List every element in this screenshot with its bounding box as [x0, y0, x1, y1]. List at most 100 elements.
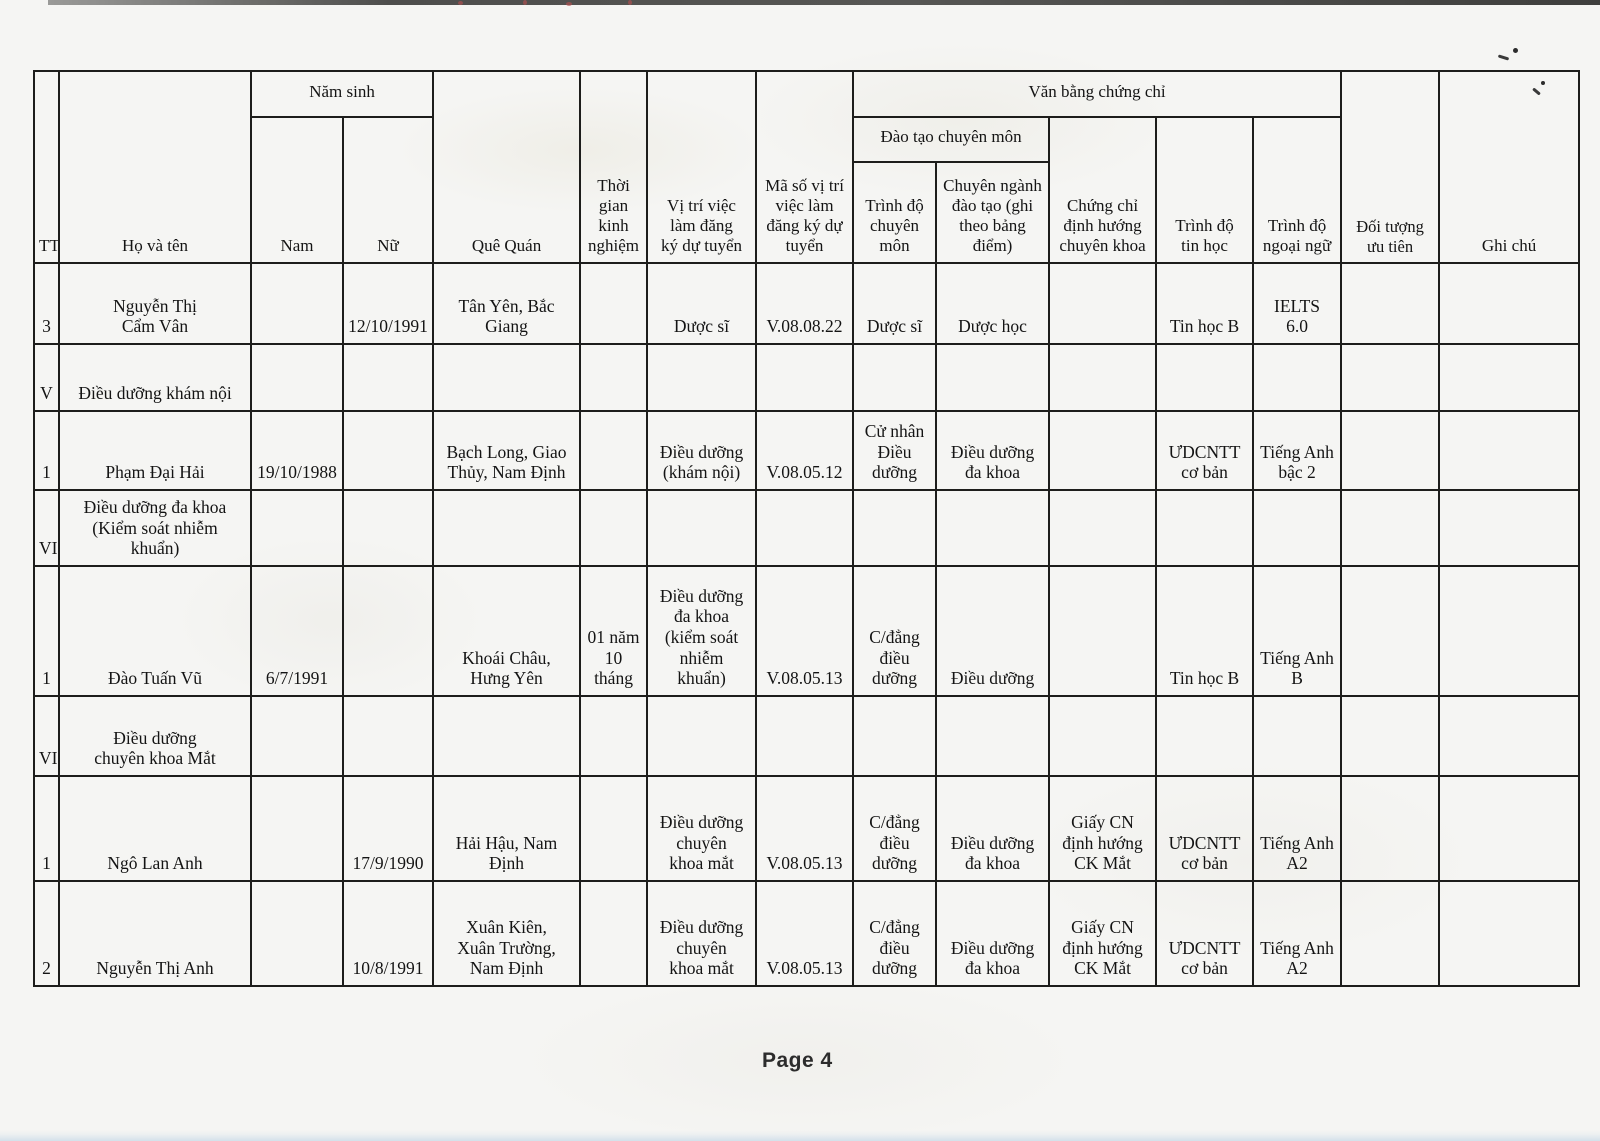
cell-empty: [579, 343, 649, 412]
cell-it-level: ƯDCNTT cơ bản: [1155, 880, 1255, 987]
cell-birth-nam: 6/7/1991: [250, 565, 344, 697]
col-header-birth-group: Năm sinh: [249, 70, 435, 118]
section-row: V Điều dưỡng khám nội: [33, 343, 1581, 412]
recruitment-table: TT Họ và tên Năm sinh Quê Quán Thời gian…: [33, 70, 1581, 987]
cell-empty: [755, 343, 855, 412]
cell-language-level: Tiếng Anh A2: [1252, 880, 1343, 987]
cell-it-level: ƯDCNTT cơ bản: [1155, 410, 1255, 491]
col-header-experience: Thời gian kinh nghiệm: [579, 70, 649, 264]
col-header-language-level: Trình độ ngoại ngữ: [1252, 116, 1343, 264]
cell-section-title: Điều dưỡng khám nội: [58, 343, 252, 412]
cell-empty: [1155, 489, 1255, 567]
cell-it-level: Tin học B: [1155, 565, 1255, 697]
col-header-nu: Nữ: [341, 116, 435, 264]
cell-position-code: V.08.05.13: [755, 565, 855, 697]
cell-empty: [1438, 695, 1581, 777]
header-row-2: Nam Nữ Đào tạo chuyên môn Chứng chỉ định…: [34, 116, 1579, 264]
cell-birth-nu: 10/8/1991: [341, 880, 435, 987]
cell-empty: [852, 343, 938, 412]
cell-empty: [755, 489, 855, 567]
cell-hometown: Bạch Long, Giao Thủy, Nam Định: [432, 410, 582, 491]
cell-qualification: Cử nhân Điều dưỡng: [852, 410, 938, 491]
header-row-3: Trình độ chuyên môn Chuyên ngành đào tạo…: [34, 161, 1579, 264]
cell-position: Điều dưỡng chuyên khoa mắt: [646, 880, 758, 987]
cell-birth-nam: 19/10/1988: [250, 410, 344, 491]
cell-section-number: V: [33, 343, 60, 412]
cell-empty: [1438, 343, 1581, 412]
cell-it-level: Tin học B: [1155, 262, 1255, 345]
cell-name: Đào Tuấn Vũ: [58, 565, 252, 697]
cell-birth-nam: [250, 775, 344, 882]
col-header-major: Chuyên ngành đào tạo (ghi theo bảng điểm…: [935, 161, 1051, 264]
cell-qualification: C/đẳng điều dưỡng: [852, 880, 938, 987]
cell-empty: [341, 489, 435, 567]
cell-position-code: V.08.05.13: [755, 880, 855, 987]
cell-name: Phạm Đại Hải: [58, 410, 252, 491]
cell-empty: [852, 695, 938, 777]
cell-section-number: VII: [33, 695, 60, 777]
col-header-position: Vị trí việc làm đăng ký dự tuyển: [646, 70, 758, 264]
cell-empty: [1048, 343, 1158, 412]
cell-birth-nam: [250, 262, 344, 345]
cell-birth-nu: [341, 410, 435, 491]
cell-tt: 3: [33, 262, 60, 345]
table-row: 2 Nguyễn Thị Anh 10/8/1991 Xuân Kiên, Xu…: [33, 880, 1581, 987]
cell-empty: [1438, 489, 1581, 567]
cell-priority: [1340, 262, 1441, 345]
cell-specialty-cert: [1048, 565, 1158, 697]
cell-hometown: Xuân Kiên, Xuân Trường, Nam Định: [432, 880, 582, 987]
cell-empty: [755, 695, 855, 777]
cell-language-level: Tiếng Anh A2: [1252, 775, 1343, 882]
cell-experience: [579, 775, 649, 882]
cell-qualification: C/đẳng điều dưỡng: [852, 775, 938, 882]
col-header-specialty-cert: Chứng chỉ định hướng chuyên khoa: [1048, 116, 1158, 264]
scanner-edge-tint: [0, 1130, 1600, 1141]
cell-hometown: Tân Yên, Bắc Giang: [432, 262, 582, 345]
cell-position-code: V.08.05.12: [755, 410, 855, 491]
cell-empty: [341, 695, 435, 777]
cell-empty: [250, 343, 344, 412]
red-ink-speck: [628, 0, 632, 5]
cell-major: Điều dưỡng đa khoa: [935, 880, 1051, 987]
cell-notes: [1438, 262, 1581, 345]
cell-empty: [1155, 343, 1255, 412]
cell-empty: [1340, 695, 1441, 777]
cell-empty: [935, 343, 1051, 412]
cell-notes: [1438, 880, 1581, 987]
cell-name: Nguyễn Thị Cẩm Vân: [58, 262, 252, 345]
cell-position-code: V.08.05.13: [755, 775, 855, 882]
cell-empty: [1048, 489, 1158, 567]
table-row: 1 Phạm Đại Hải 19/10/1988 Bạch Long, Gia…: [33, 410, 1581, 491]
cell-priority: [1340, 565, 1441, 697]
cell-qualification: Dược sĩ: [852, 262, 938, 345]
cell-specialty-cert: Giấy CN định hướng CK Mắt: [1048, 880, 1158, 987]
cell-empty: [1252, 489, 1343, 567]
cell-empty: [432, 343, 582, 412]
cell-language-level: Tiếng Anh bậc 2: [1252, 410, 1343, 491]
cell-position-code: V.08.08.22: [755, 262, 855, 345]
cell-birth-nam: [250, 880, 344, 987]
col-header-notes: Ghi chú: [1438, 70, 1581, 264]
cell-position: Điều dưỡng (khám nội): [646, 410, 758, 491]
section-row: VII Điều dưỡng chuyên khoa Mắt: [33, 695, 1581, 777]
cell-major: Điều dưỡng đa khoa: [935, 410, 1051, 491]
cell-name: Ngô Lan Anh: [58, 775, 252, 882]
col-header-name: Họ và tên: [58, 70, 252, 264]
cell-priority: [1340, 775, 1441, 882]
cell-major: Điều dưỡng: [935, 565, 1051, 697]
ink-dot: [1513, 48, 1518, 53]
cell-name: Nguyễn Thị Anh: [58, 880, 252, 987]
header-row-1: TT Họ và tên Năm sinh Quê Quán Thời gian…: [33, 70, 1581, 264]
cell-experience: 01 năm 10 tháng: [579, 565, 649, 697]
cell-tt: 1: [33, 410, 60, 491]
cell-language-level: Tiếng Anh B: [1252, 565, 1343, 697]
scanner-edge-bar: [48, 0, 1600, 5]
cell-birth-nu: 12/10/1991: [341, 262, 435, 345]
table-row: 1 Đào Tuấn Vũ 6/7/1991 Khoái Châu, Hưng …: [33, 565, 1581, 697]
cell-tt: 1: [33, 565, 60, 697]
cell-birth-nu: 17/9/1990: [341, 775, 435, 882]
cell-tt: 2: [33, 880, 60, 987]
cell-empty: [852, 489, 938, 567]
red-ink-speck: [566, 2, 572, 6]
cell-empty: [1340, 489, 1441, 567]
